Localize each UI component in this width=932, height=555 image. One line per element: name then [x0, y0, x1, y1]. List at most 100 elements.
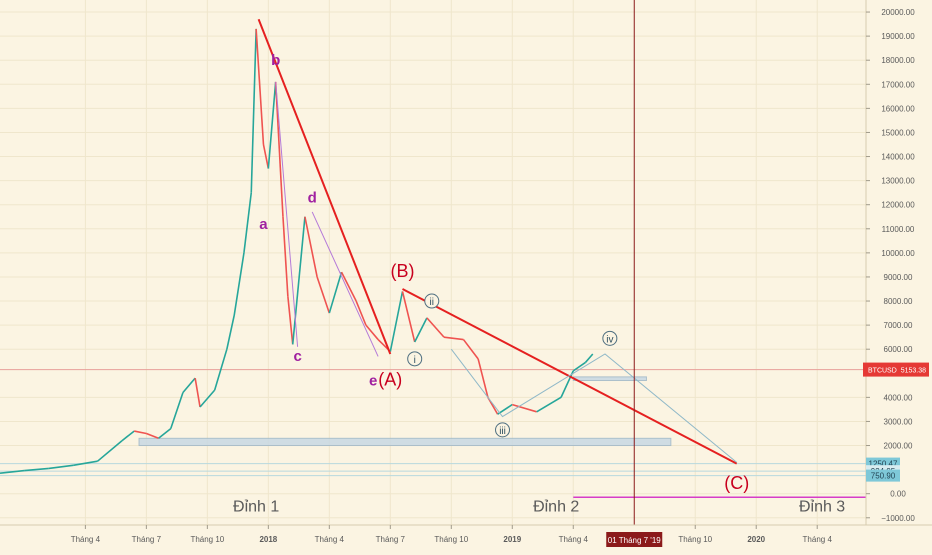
wave-label: b — [271, 52, 280, 69]
price-segment — [243, 192, 253, 253]
support-zones — [138, 376, 672, 447]
price-tick-label: 6000.00 — [884, 345, 913, 354]
time-tick-label: Tháng 10 — [190, 535, 224, 544]
trendlines — [257, 18, 738, 465]
wave-label: c — [293, 348, 301, 365]
price-tick-label: 3000.00 — [884, 417, 913, 426]
price-tick-label: 17000.00 — [881, 80, 915, 89]
wave-label: (C) — [724, 473, 749, 493]
price-segment — [146, 432, 159, 440]
price-segment — [536, 396, 562, 413]
price-segment — [401, 291, 416, 343]
price-segment — [199, 389, 216, 408]
annotations: Đỉnh 1 Đỉnh 2 Đỉnh 3 — [233, 499, 845, 516]
price-tick-label: 14000.00 — [881, 153, 915, 162]
price-segment — [134, 430, 147, 435]
wave-label: d — [308, 189, 317, 206]
peak-annotation: Đỉnh 3 — [799, 499, 845, 516]
price-segment — [194, 377, 201, 408]
price-segment — [316, 276, 331, 314]
price-segment — [48, 464, 74, 470]
price-segment — [0, 469, 25, 475]
cursor-date-badge — [606, 532, 663, 547]
price-badge-value: 1250.47 — [869, 460, 898, 469]
price-segment — [560, 370, 574, 398]
horizontal-levels — [0, 369, 866, 499]
time-tick-label: Tháng 4 — [559, 535, 589, 544]
circled-label-text: iii — [499, 426, 506, 437]
price-segment — [413, 317, 428, 343]
trendline-A-leg — [257, 18, 392, 355]
price-segment — [365, 324, 379, 341]
price-tick-label: 15000.00 — [881, 128, 915, 137]
price-segment — [250, 28, 257, 193]
price-segment — [287, 296, 294, 345]
price-tick-label: 11000.00 — [882, 225, 915, 234]
price-tick-label: 4000.00 — [884, 393, 913, 402]
circled-label-text: ii — [430, 297, 434, 308]
price-tick-label: 10000.00 — [881, 249, 915, 258]
price-segment — [24, 467, 49, 472]
price-segment — [355, 300, 367, 326]
price-segment — [121, 430, 135, 442]
time-tick-label: Tháng 4 — [71, 535, 101, 544]
time-axis[interactable]: Tháng 4 Tháng 7 Tháng 10 2018 Tháng 4 Tháng 7… — [0, 524, 932, 550]
price-tick-label: 7000.00 — [884, 321, 913, 330]
trendline-B-C — [402, 288, 738, 465]
time-axis-bg — [0, 525, 932, 550]
wave-label: a — [259, 216, 268, 233]
price-segment — [158, 428, 172, 439]
price-badge-box — [863, 362, 929, 377]
price-badge-box — [866, 469, 900, 482]
price-segment — [267, 81, 277, 169]
price-segment — [426, 317, 445, 338]
circled-label-ring — [407, 351, 423, 367]
price-segment — [512, 403, 537, 413]
wave-labels: a b c d e (A) (B) (C) — [259, 52, 749, 493]
price-segment — [170, 392, 184, 429]
price-tick-label: 20000.00 — [881, 8, 915, 17]
time-tick-label: 2019 — [503, 535, 521, 544]
circled-label-ring — [495, 422, 511, 438]
price-series — [0, 28, 594, 475]
time-tick-label: Tháng 4 — [803, 535, 833, 544]
time-tick-label: Tháng 10 — [434, 535, 468, 544]
time-tick-label: Tháng 7 — [132, 535, 162, 544]
wave-label: (B) — [391, 261, 415, 281]
circled-label-text: iv — [606, 334, 613, 345]
price-segment — [282, 216, 289, 297]
price-segment — [97, 440, 123, 462]
circled-label-text: i — [414, 355, 416, 366]
price-segment — [255, 28, 265, 145]
price-tick-label: 19000.00 — [881, 32, 915, 41]
price-tick-label: 13000.00 — [881, 177, 915, 186]
support-zone — [138, 437, 672, 447]
price-segment — [462, 339, 479, 360]
price-tick-label: 12000.00 — [881, 201, 915, 210]
wave-label: (A) — [378, 369, 402, 389]
price-tick-label: 2000.00 — [884, 442, 913, 451]
trendline-d-e — [311, 211, 379, 357]
time-tick-label: Tháng 4 — [315, 535, 345, 544]
price-segment — [584, 353, 594, 363]
price-segment — [572, 361, 586, 372]
price-segment — [291, 216, 306, 345]
price-badge-value: 5153.38 — [901, 368, 926, 375]
price-segment — [274, 81, 284, 217]
price-segment — [443, 336, 464, 341]
price-segment — [389, 291, 404, 352]
price-segment — [226, 315, 235, 350]
price-segment — [73, 460, 98, 467]
price-tick-label: 0.00 — [890, 490, 906, 499]
price-segment — [213, 348, 228, 391]
price-badge-symbol: BTCUSD — [868, 368, 897, 375]
price-segment — [340, 271, 357, 302]
time-tick-label: Tháng 7 — [376, 535, 406, 544]
price-tick-label: 8000.00 — [884, 297, 913, 306]
circled-label-ring — [424, 293, 440, 309]
